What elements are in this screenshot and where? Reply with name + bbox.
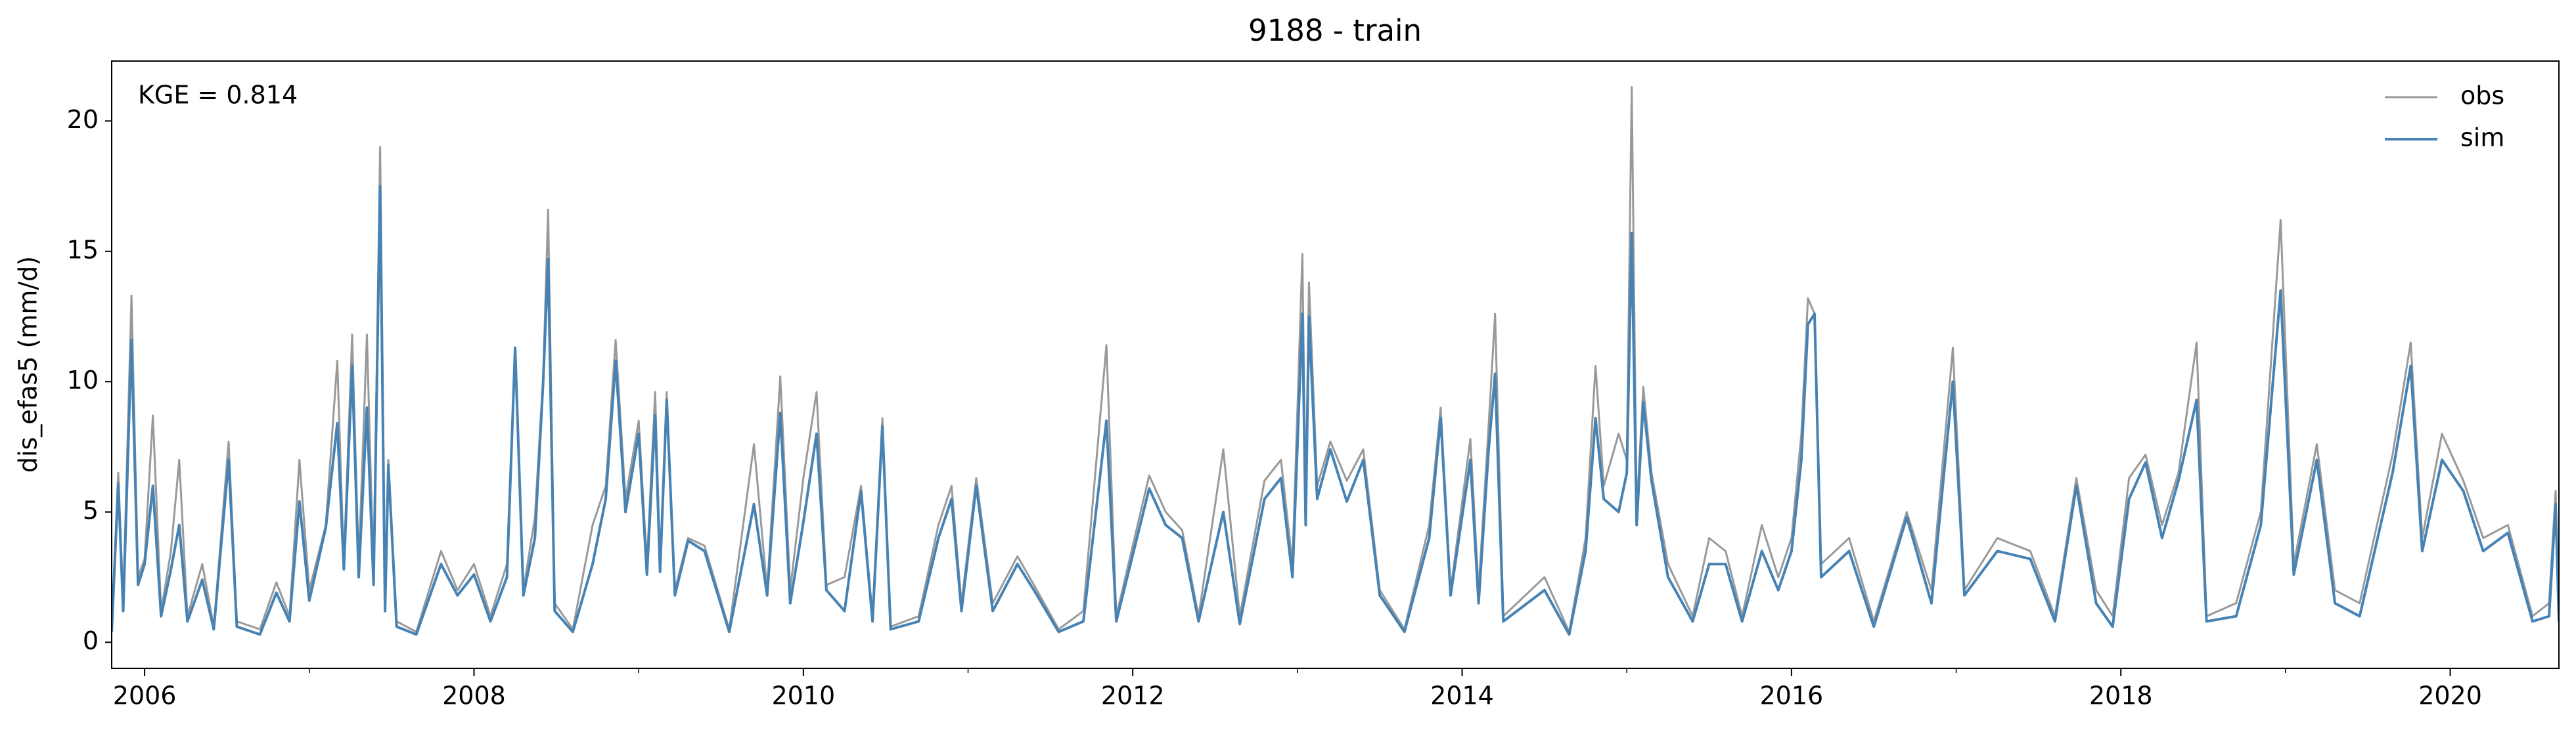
y-tick-label: 15 bbox=[67, 235, 99, 264]
series-line bbox=[112, 184, 2559, 636]
x-tick-label: 2008 bbox=[442, 681, 506, 710]
y-axis-label: dis_efas5 (mm/d) bbox=[14, 256, 43, 473]
x-tick-label: 2018 bbox=[2089, 681, 2153, 710]
annotation: KGE = 0.814 bbox=[138, 81, 298, 110]
x-tick-label: 2010 bbox=[771, 681, 835, 710]
legend-label: sim bbox=[2460, 123, 2504, 152]
legend-label: obs bbox=[2460, 81, 2504, 110]
series-line bbox=[112, 86, 2559, 633]
y-tick-label: 20 bbox=[67, 105, 99, 134]
x-tick-label: 2014 bbox=[1430, 681, 1494, 710]
x-tick-label: 2020 bbox=[2418, 681, 2482, 710]
x-tick-label: 2006 bbox=[113, 681, 177, 710]
chart-title: 9188 - train bbox=[1248, 13, 1422, 48]
x-tick-label: 2016 bbox=[1760, 681, 1824, 710]
y-tick-label: 10 bbox=[67, 366, 99, 395]
y-tick-label: 5 bbox=[83, 496, 99, 525]
plot-frame bbox=[111, 60, 2560, 669]
x-tick-label: 2012 bbox=[1101, 681, 1165, 710]
y-tick-label: 0 bbox=[83, 626, 99, 655]
